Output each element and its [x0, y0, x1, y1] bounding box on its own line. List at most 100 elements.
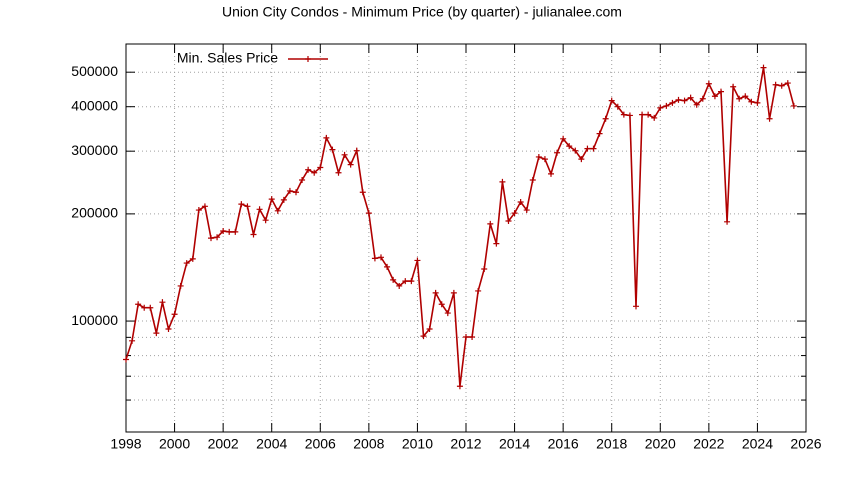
data-point [730, 83, 737, 90]
data-point [153, 330, 160, 337]
data-point [541, 156, 548, 163]
data-point [633, 303, 639, 310]
data-point [371, 255, 378, 262]
x-tick-label: 2006 [305, 436, 336, 452]
x-tick-label: 2000 [159, 436, 190, 452]
data-point [693, 101, 700, 108]
data-point [517, 198, 524, 205]
data-point [760, 64, 767, 71]
x-tick-label: 2026 [790, 436, 821, 452]
y-tick-label: 300000 [71, 142, 118, 158]
data-point [141, 304, 148, 311]
data-point [378, 254, 384, 261]
data-point [244, 203, 251, 210]
data-point [426, 325, 433, 332]
data-point [238, 201, 245, 208]
data-point [560, 135, 567, 142]
x-tick-label: 2012 [450, 436, 481, 452]
x-tick-label: 2016 [548, 436, 579, 452]
data-point [396, 282, 403, 289]
data-point [584, 145, 591, 152]
data-point [201, 203, 208, 210]
data-point [487, 220, 494, 227]
data-point [444, 310, 451, 317]
x-tick-label: 1998 [110, 436, 141, 452]
data-point [554, 149, 561, 156]
data-point [317, 164, 324, 171]
data-point [699, 95, 706, 102]
x-tick-label: 2022 [693, 436, 724, 452]
y-tick-label: 500000 [71, 63, 118, 79]
data-point [572, 147, 579, 154]
data-point [511, 210, 518, 217]
data-point [165, 325, 172, 332]
data-point [268, 196, 275, 203]
data-point [341, 151, 348, 158]
data-point [705, 80, 712, 87]
data-point [663, 102, 670, 109]
data-point [402, 278, 409, 285]
data-point [590, 145, 597, 152]
data-point [626, 112, 633, 119]
data-point [220, 228, 227, 235]
data-point [311, 169, 318, 176]
data-point [772, 81, 779, 88]
legend-label: Min. Sales Price [177, 50, 278, 66]
data-point [408, 278, 415, 285]
data-point [365, 210, 372, 217]
data-point [293, 189, 299, 196]
data-point [493, 240, 500, 247]
data-point [790, 102, 797, 109]
data-point [329, 146, 336, 153]
data-point [232, 228, 239, 235]
data-point [499, 178, 506, 185]
chart-title: Union City Condos - Minimum Price (by qu… [222, 4, 622, 20]
data-point [305, 166, 312, 173]
data-point [766, 115, 773, 122]
data-point [602, 115, 609, 122]
data-point [147, 304, 154, 311]
data-point [645, 111, 652, 118]
x-tick-label: 2002 [208, 436, 239, 452]
data-point [578, 156, 585, 163]
data-point [535, 153, 542, 160]
data-point [639, 111, 646, 118]
legend-swatch-marker [305, 56, 311, 62]
x-tick-label: 2010 [402, 436, 433, 452]
y-tick-label: 400000 [71, 97, 118, 113]
data-point [475, 287, 482, 294]
data-point [469, 334, 476, 341]
data-point [274, 207, 281, 214]
data-point [548, 170, 554, 177]
data-point [432, 289, 439, 296]
data-point [384, 263, 391, 270]
y-tick-label: 100000 [71, 312, 118, 328]
data-point [608, 97, 615, 104]
data-point [651, 114, 658, 121]
data-point [529, 176, 536, 183]
x-tick-label: 2024 [742, 436, 773, 452]
data-point [129, 337, 136, 344]
data-point [718, 88, 724, 95]
data-point [250, 231, 257, 238]
x-tick-label: 2014 [499, 436, 530, 452]
data-point [286, 187, 293, 194]
data-point [262, 217, 269, 224]
data-point [195, 207, 202, 214]
data-point [614, 103, 621, 110]
data-point [183, 260, 190, 267]
data-point [347, 161, 354, 168]
data-point [323, 134, 330, 141]
data-point [189, 255, 196, 262]
x-tick-label: 2020 [645, 436, 676, 452]
data-point [214, 234, 221, 241]
data-point [675, 96, 682, 103]
data-point [135, 301, 142, 308]
y-tick-label: 200000 [71, 205, 118, 221]
data-point [256, 206, 263, 213]
data-point [742, 93, 749, 100]
data-point [657, 104, 664, 111]
data-point [523, 207, 530, 214]
data-point [736, 95, 743, 102]
